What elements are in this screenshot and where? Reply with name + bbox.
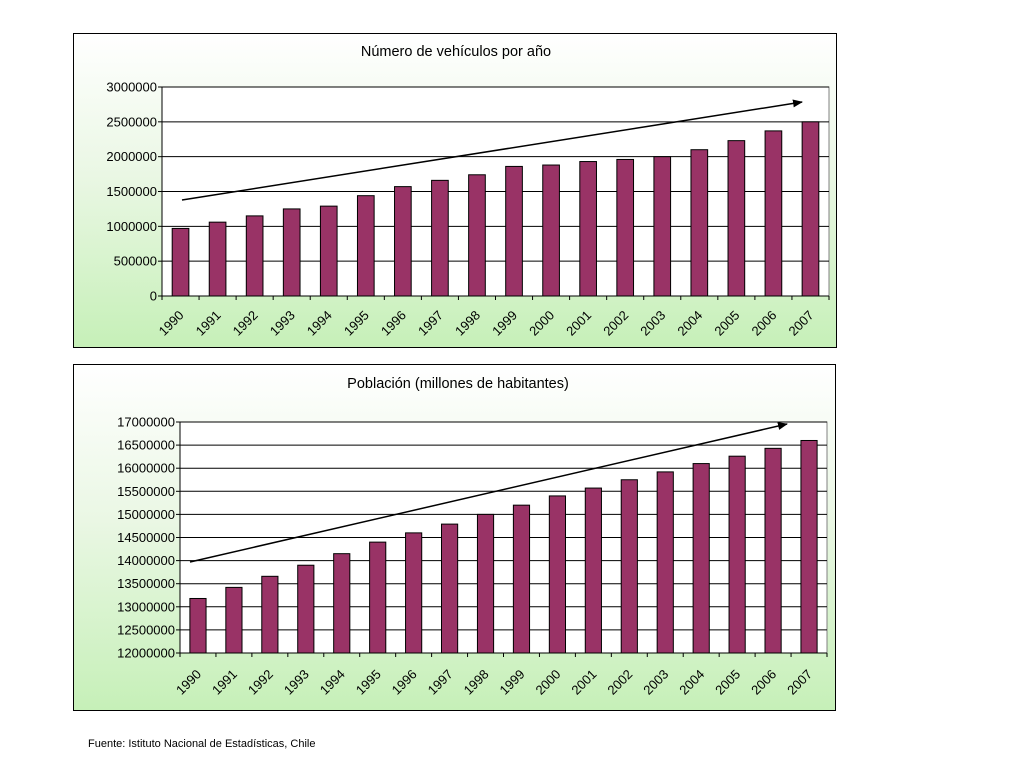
y-tick-label: 15000000	[117, 507, 175, 522]
bar	[548, 495, 567, 654]
bar	[656, 471, 674, 654]
x-tick-label: 1993	[267, 308, 298, 339]
population-chart: Población (millones de habitantes) 120000…	[73, 364, 836, 711]
bar	[764, 447, 782, 654]
x-tick-label: 2006	[748, 667, 779, 698]
y-tick-label: 16000000	[117, 461, 175, 476]
x-tick-label: 1991	[209, 667, 240, 698]
trend-arrow	[189, 422, 788, 563]
bar	[468, 174, 486, 297]
bar	[319, 205, 338, 297]
bar	[189, 597, 207, 654]
bar	[653, 156, 672, 297]
x-tick-label: 2007	[784, 667, 815, 698]
bar	[476, 513, 495, 654]
bar	[505, 165, 523, 297]
source-note: Fuente: Istituto Nacional de Estadística…	[88, 738, 316, 750]
x-tick-label: 1998	[452, 308, 483, 339]
bar	[512, 504, 531, 654]
x-tick-label: 1999	[497, 667, 528, 698]
x-tick-label: 2000	[532, 667, 563, 698]
y-tick-label: 2000000	[106, 149, 157, 164]
y-tick-label: 17000000	[117, 415, 175, 430]
x-tick-label: 2002	[604, 667, 635, 698]
bar	[225, 586, 243, 654]
bar	[405, 532, 423, 654]
y-tick-label: 1000000	[106, 219, 157, 234]
bar	[727, 140, 746, 297]
y-tick-label: 13500000	[117, 576, 175, 591]
y-tick-label: 12000000	[117, 646, 175, 661]
chart-title: Número de vehículos por año	[361, 44, 551, 60]
x-tick-label: 1995	[341, 308, 372, 339]
x-tick-label: 1990	[173, 667, 204, 698]
bar	[584, 487, 602, 654]
x-tick-label: 1990	[156, 308, 187, 339]
x-tick-label: 2001	[568, 667, 599, 698]
chart-title: Población (millones de habitantes)	[347, 376, 569, 392]
bar	[282, 208, 301, 297]
bar	[579, 161, 597, 297]
y-tick-label: 13000000	[117, 599, 175, 614]
x-tick-label: 1996	[389, 667, 420, 698]
population-chart-svg: Población (millones de habitantes) 120000…	[117, 376, 828, 698]
x-tick-label: 2000	[526, 308, 557, 339]
bar	[620, 479, 638, 654]
x-tick-label: 1994	[304, 308, 335, 339]
x-tick-label: 2007	[786, 308, 817, 339]
y-tick-label: 500000	[114, 254, 157, 269]
bar	[394, 186, 412, 297]
y-tick-label: 14000000	[117, 553, 175, 568]
x-tick-label: 1992	[230, 308, 261, 339]
bar	[690, 149, 709, 297]
x-tick-label: 1992	[245, 667, 276, 698]
bar	[542, 164, 560, 297]
x-tick-label: 1997	[415, 308, 446, 339]
bar	[171, 227, 190, 297]
bar	[616, 158, 635, 297]
x-tick-label: 1995	[353, 667, 384, 698]
y-tick-label: 3000000	[106, 80, 157, 95]
bar	[261, 575, 279, 654]
y-tick-label: 0	[150, 289, 157, 304]
x-tick-label: 1998	[461, 667, 492, 698]
x-tick-label: 2003	[640, 667, 671, 698]
x-tick-label: 2005	[711, 308, 742, 339]
x-tick-label: 1993	[281, 667, 312, 698]
y-tick-label: 2500000	[106, 114, 157, 129]
bar	[333, 553, 351, 654]
x-tick-label: 2002	[600, 308, 631, 339]
x-tick-label: 2006	[748, 308, 779, 339]
bar	[764, 130, 783, 297]
bar	[245, 215, 264, 297]
bar	[692, 463, 710, 654]
bar	[440, 523, 459, 654]
bar	[356, 195, 375, 297]
bar	[728, 455, 746, 654]
x-tick-label: 2005	[712, 667, 743, 698]
bar	[369, 541, 387, 654]
trend-arrow	[181, 99, 803, 201]
y-tick-label: 15500000	[117, 484, 175, 499]
x-tick-label: 2001	[563, 308, 594, 339]
bar	[297, 564, 315, 654]
x-tick-label: 1994	[317, 667, 348, 698]
vehicles-chart-svg: Número de vehículos por año 0 500000 100000…	[106, 44, 830, 339]
x-tick-label: 1996	[378, 308, 409, 339]
x-tick-label: 1991	[193, 308, 224, 339]
y-tick-label: 1500000	[106, 184, 157, 199]
vehicles-chart: Número de vehículos por año 0 500000 100000…	[73, 33, 837, 348]
bar	[800, 439, 818, 654]
x-tick-label: 1999	[489, 308, 520, 339]
y-tick-label: 12500000	[117, 622, 175, 637]
x-tick-label: 2004	[676, 667, 707, 698]
x-tick-label: 2003	[637, 308, 668, 339]
y-tick-label: 16500000	[117, 438, 175, 453]
bar	[431, 179, 449, 297]
x-tick-label: 2004	[674, 308, 705, 339]
x-tick-label: 1997	[425, 667, 456, 698]
bar	[801, 121, 820, 297]
bar	[208, 221, 227, 297]
y-tick-label: 14500000	[117, 530, 175, 545]
